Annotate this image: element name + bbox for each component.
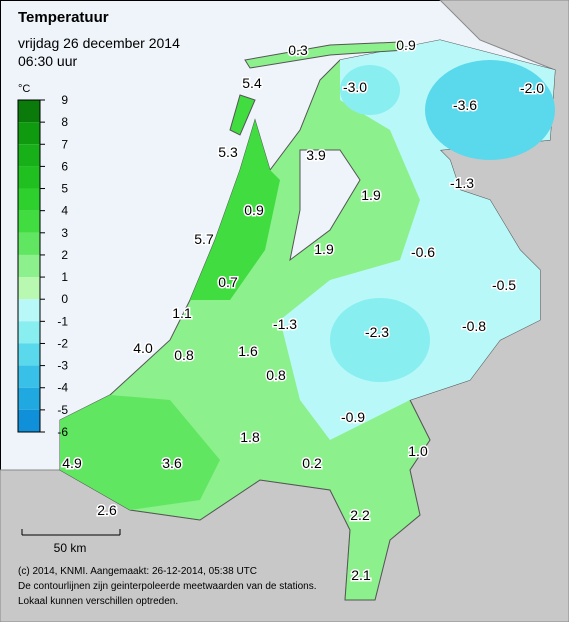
- legend-band: [18, 343, 40, 366]
- station-value: 4.9: [62, 455, 82, 471]
- legend-label: 2: [61, 248, 68, 262]
- station-value: 1.1: [172, 305, 192, 321]
- legend-label: -1: [57, 314, 68, 328]
- station-value: -1.3: [273, 316, 297, 332]
- cold-core: [340, 65, 400, 115]
- legend-band: [18, 144, 40, 167]
- legend-band: [18, 122, 40, 145]
- legend-label: -2: [57, 336, 68, 350]
- legend-band: [18, 232, 40, 255]
- station-value: 2.2: [350, 507, 370, 523]
- footer-line: De contourlijnen zijn geinterpoleerde me…: [18, 581, 317, 592]
- legend-unit: °C: [18, 83, 30, 95]
- legend-band: [18, 166, 40, 189]
- legend-band: [18, 210, 40, 233]
- station-value: 0.8: [266, 367, 286, 383]
- station-value: 5.4: [242, 75, 262, 91]
- station-value: 0.9: [396, 37, 416, 53]
- texel: [229, 94, 256, 136]
- legend-band: [18, 254, 40, 278]
- legend-label: 9: [61, 93, 68, 107]
- legend-label: 3: [61, 226, 68, 240]
- legend-label: -6: [57, 425, 68, 439]
- legend-band: [18, 365, 40, 388]
- station-value: 2.6: [97, 502, 117, 518]
- legend-label: 8: [61, 115, 68, 129]
- coast-warm: [190, 120, 280, 300]
- footer-line: Lokaal kunnen verschillen optreden.: [18, 596, 178, 607]
- station-value: 4.0: [133, 340, 153, 356]
- station-value: 0.2: [302, 455, 322, 471]
- legend-band: [18, 321, 40, 344]
- station-value: -0.6: [411, 244, 435, 260]
- legend-label: 4: [61, 204, 68, 218]
- legend-band: [18, 387, 40, 410]
- station-value: -1.3: [450, 175, 474, 191]
- station-value: 3.9: [306, 147, 326, 163]
- time: 06:30 uur: [18, 53, 77, 69]
- legend-band: [18, 409, 40, 432]
- legend-frame: [17, 99, 41, 433]
- station-value: -0.5: [492, 277, 516, 293]
- legend-band: [18, 299, 40, 322]
- scale-label: 50 km: [54, 541, 87, 555]
- footer-line: (c) 2014, KNMI. Aangemaakt: 26-12-2014, …: [18, 566, 257, 577]
- zeeland-warm: [60, 395, 220, 510]
- station-value: 0.3: [288, 42, 308, 58]
- station-value: 3.6: [162, 455, 182, 471]
- station-value: -2.0: [520, 80, 544, 96]
- legend-label: 6: [61, 159, 68, 173]
- cold-core: [330, 298, 430, 382]
- station-value: 1.6: [238, 343, 258, 359]
- legend-label: 7: [61, 137, 68, 151]
- title: Temperatuur: [18, 9, 109, 26]
- station-value: 2.1: [351, 567, 371, 583]
- subtitle: vrijdag 26 december 2014: [18, 35, 180, 51]
- station-value: -0.9: [341, 409, 365, 425]
- station-value: -3.0: [343, 79, 367, 95]
- legend-label: 0: [61, 292, 68, 306]
- station-value: 1.8: [240, 429, 260, 445]
- legend-label: 5: [61, 182, 68, 196]
- ijsselmeer: [289, 149, 361, 262]
- station-value: -0.8: [462, 318, 486, 334]
- station-value: 1.9: [314, 241, 334, 257]
- wadden-islands: [244, 41, 406, 69]
- station-value: -2.3: [365, 324, 389, 340]
- legend-label: -3: [57, 359, 68, 373]
- legend-band: [18, 100, 40, 123]
- station-value: -3.6: [453, 97, 477, 113]
- legend-label: -5: [57, 403, 68, 417]
- station-value: 5.3: [218, 144, 238, 160]
- cold-core: [425, 60, 555, 160]
- station-value: 0.9: [244, 202, 264, 218]
- legend-label: 1: [61, 270, 68, 284]
- station-value: 5.7: [194, 231, 214, 247]
- station-value: 0.7: [218, 274, 238, 290]
- legend-band: [18, 188, 40, 211]
- station-value: 1.0: [408, 443, 428, 459]
- station-value: 0.8: [174, 347, 194, 363]
- station-value: 1.9: [361, 187, 381, 203]
- legend-label: -4: [57, 381, 68, 395]
- legend-band: [18, 277, 40, 300]
